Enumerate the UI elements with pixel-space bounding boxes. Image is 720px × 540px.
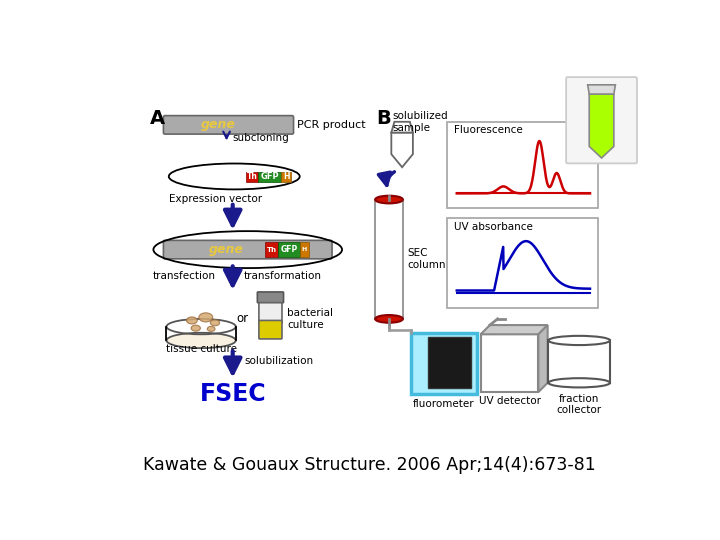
Text: gene: gene — [209, 243, 244, 256]
Text: GFP: GFP — [280, 245, 297, 254]
Text: A: A — [150, 109, 165, 127]
Text: FSEC: FSEC — [199, 382, 266, 407]
Ellipse shape — [207, 326, 215, 332]
Text: Expression vector: Expression vector — [168, 194, 262, 204]
Polygon shape — [588, 85, 616, 94]
Ellipse shape — [549, 336, 610, 345]
Polygon shape — [392, 122, 413, 132]
Text: Kawate & Gouaux Structure. 2006 Apr;14(4):673-81: Kawate & Gouaux Structure. 2006 Apr;14(4… — [143, 456, 595, 474]
Ellipse shape — [191, 325, 200, 331]
FancyBboxPatch shape — [282, 172, 291, 182]
Text: Th: Th — [266, 247, 276, 253]
Text: transformation: transformation — [244, 271, 322, 281]
Polygon shape — [589, 94, 614, 158]
Text: or: or — [237, 313, 249, 326]
Text: UV detector: UV detector — [479, 396, 541, 406]
Ellipse shape — [375, 315, 403, 323]
FancyBboxPatch shape — [163, 116, 294, 134]
Text: transfection: transfection — [153, 271, 216, 281]
Text: UV absorbance: UV absorbance — [454, 221, 533, 232]
Text: solubilization: solubilization — [244, 356, 313, 366]
Text: SEC
column: SEC column — [408, 248, 446, 270]
FancyBboxPatch shape — [278, 242, 300, 257]
FancyBboxPatch shape — [257, 292, 284, 303]
Text: gene: gene — [201, 118, 235, 131]
Text: PCR product: PCR product — [297, 120, 366, 130]
Ellipse shape — [549, 378, 610, 387]
FancyBboxPatch shape — [258, 172, 282, 182]
Text: Th: Th — [246, 172, 257, 181]
FancyBboxPatch shape — [246, 172, 258, 182]
Ellipse shape — [199, 313, 212, 322]
FancyBboxPatch shape — [447, 122, 598, 208]
FancyBboxPatch shape — [481, 334, 539, 392]
Text: solubilized
sample: solubilized sample — [392, 111, 448, 133]
Text: tissue culture: tissue culture — [166, 343, 237, 354]
FancyBboxPatch shape — [265, 242, 278, 257]
FancyBboxPatch shape — [411, 333, 477, 394]
Text: H: H — [283, 172, 289, 181]
Ellipse shape — [375, 195, 403, 204]
FancyBboxPatch shape — [566, 77, 637, 164]
FancyBboxPatch shape — [163, 240, 332, 259]
Text: GFP: GFP — [261, 172, 279, 181]
Text: subcloning: subcloning — [232, 133, 289, 143]
Ellipse shape — [210, 320, 220, 326]
Text: bacterial
culture: bacterial culture — [287, 308, 333, 330]
FancyBboxPatch shape — [447, 218, 598, 308]
Ellipse shape — [186, 317, 197, 324]
Polygon shape — [392, 132, 413, 167]
Polygon shape — [481, 325, 548, 334]
Text: Fluorescence: Fluorescence — [454, 125, 523, 135]
Text: B: B — [377, 109, 392, 127]
Ellipse shape — [166, 333, 235, 348]
Polygon shape — [539, 325, 548, 392]
Text: fraction
collector: fraction collector — [557, 394, 602, 415]
FancyBboxPatch shape — [259, 303, 282, 323]
Text: fluorometer: fluorometer — [413, 399, 475, 409]
FancyBboxPatch shape — [259, 320, 282, 339]
FancyBboxPatch shape — [300, 242, 309, 257]
FancyBboxPatch shape — [375, 200, 403, 319]
Text: H: H — [302, 247, 307, 252]
FancyBboxPatch shape — [428, 338, 471, 388]
